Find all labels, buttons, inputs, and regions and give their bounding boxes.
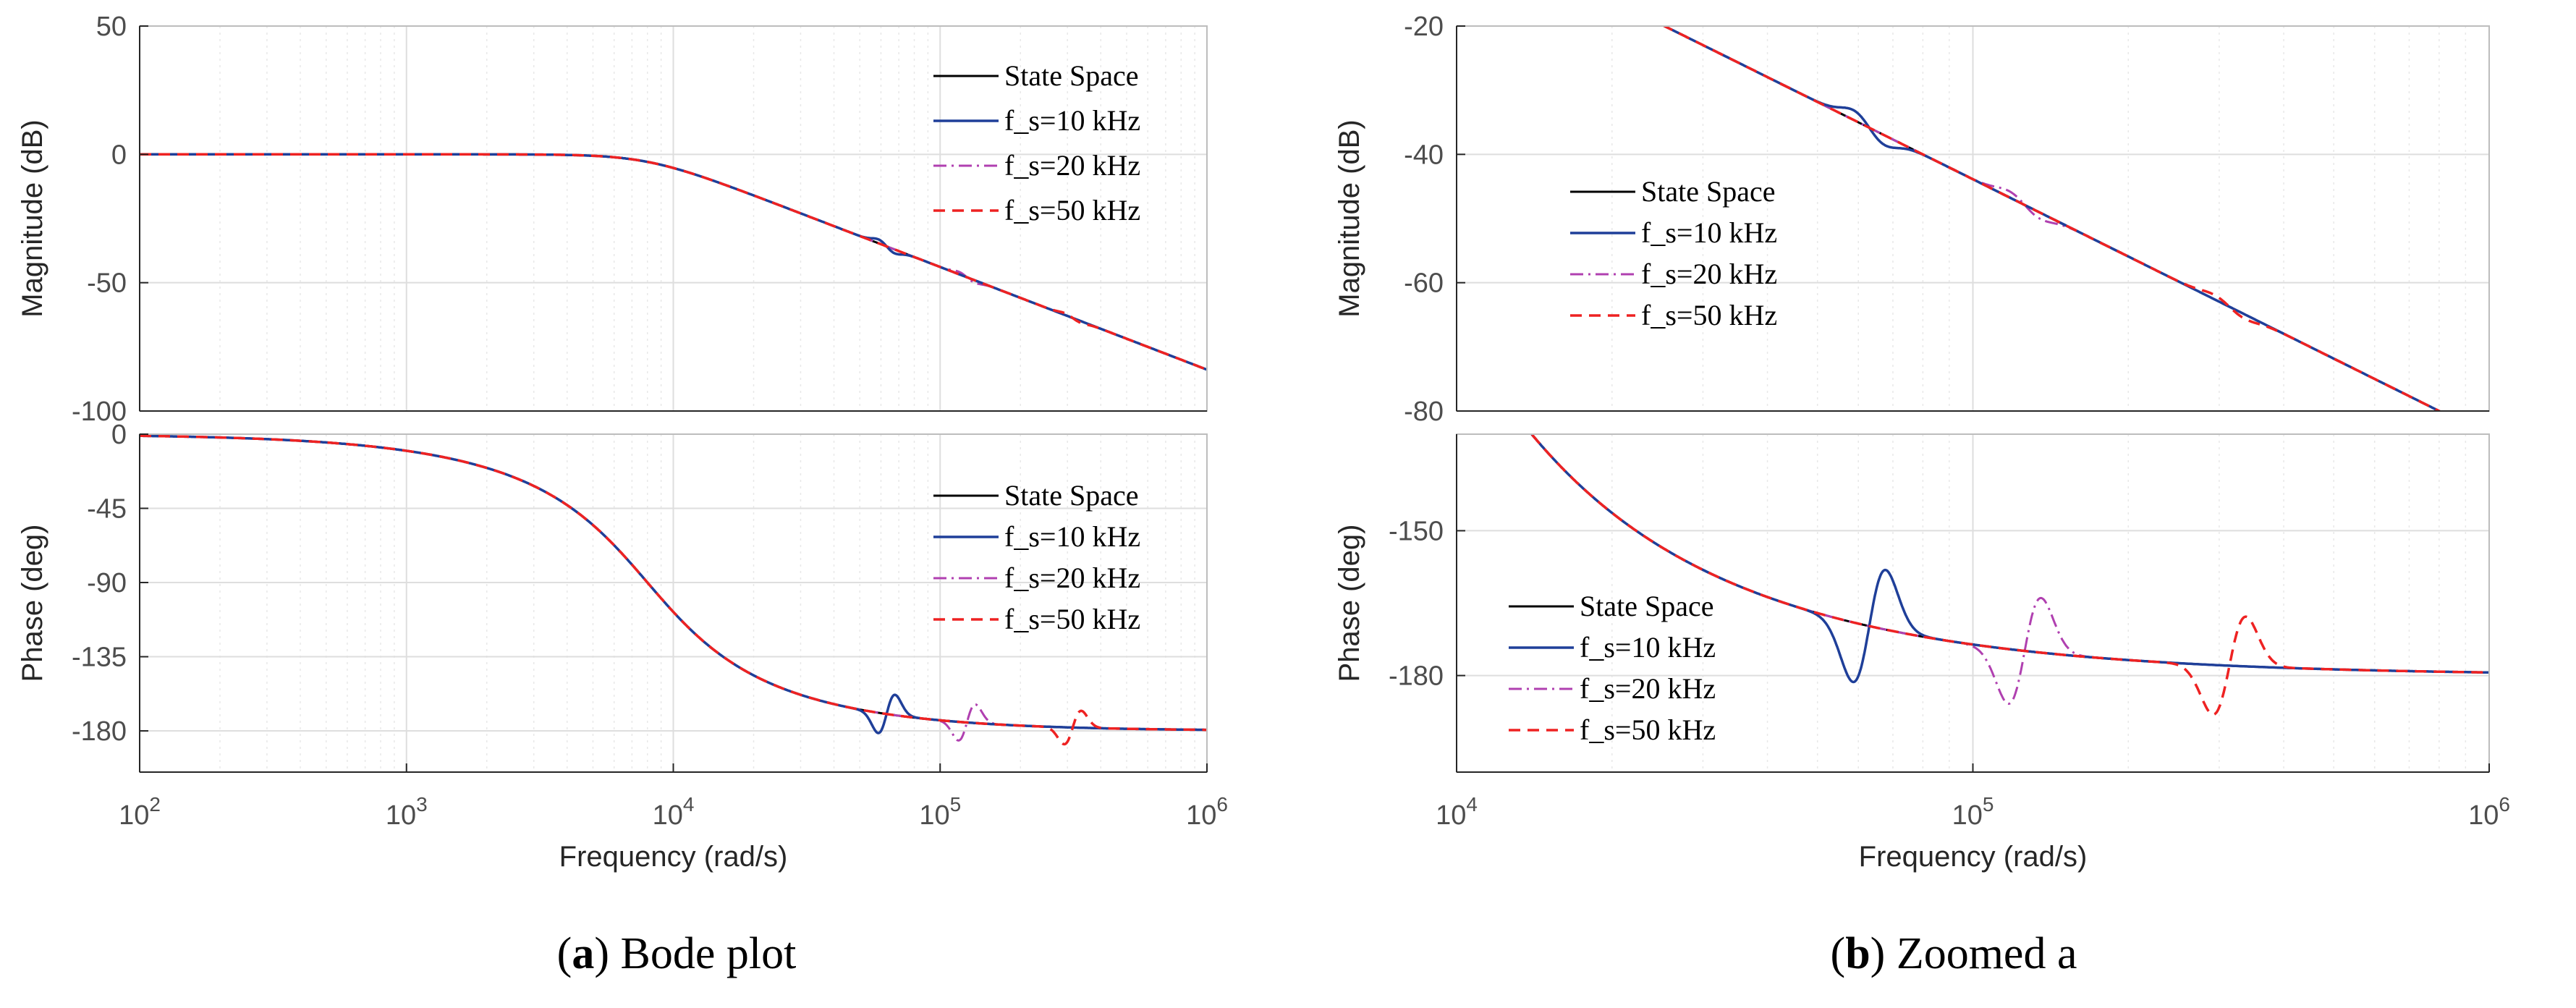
y-axis-label: Phase (deg) <box>1334 525 1365 682</box>
legend-entry: f_s=50 kHz <box>1004 603 1140 635</box>
caption-b-text: Zoomed a <box>1885 929 2077 978</box>
legend-entry: f_s=20 kHz <box>1004 149 1140 182</box>
legend-entry: State Space <box>1641 175 1776 208</box>
y-axis-label: Magnitude (dB) <box>1334 119 1365 317</box>
x-tick-label: 103 <box>386 793 428 831</box>
x-tick-label: 104 <box>1436 793 1478 831</box>
legend-entry: f_s=50 kHz <box>1580 713 1716 746</box>
x-axis-label: Frequency (rad/s) <box>559 841 788 873</box>
y-axis-label: Phase (deg) <box>17 525 48 682</box>
y-axis-label: Magnitude (dB) <box>17 119 48 317</box>
y-tick-label: 0 <box>111 420 127 450</box>
x-tick-label: 106 <box>2468 793 2510 831</box>
legend-entry: f_s=20 kHz <box>1580 672 1716 705</box>
legend: State Space f_s=10 kHz f_s=20 kHz f_s=50 kH… <box>933 479 1140 635</box>
y-tick-label: -60 <box>1404 268 1444 299</box>
panel-b-phase: -180 -150 104 105 106 Phase (deg) Frequency (r… <box>1334 433 2510 873</box>
y-tick-label: -90 <box>87 568 127 598</box>
legend-entry: f_s=50 kHz <box>1004 194 1140 226</box>
legend-entry: f_s=10 kHz <box>1004 520 1140 553</box>
x-tick-label: 105 <box>1952 793 1994 831</box>
legend: State Space f_s=10 kHz f_s=20 kHz f_s=50 kH… <box>1509 590 1716 746</box>
legend-entry: f_s=10 kHz <box>1004 104 1140 137</box>
y-tick-label: 50 <box>96 12 127 42</box>
legend-entry: f_s=20 kHz <box>1641 258 1777 290</box>
y-tick-label: -135 <box>72 643 127 673</box>
y-tick-label: -80 <box>1404 397 1444 427</box>
legend-entry: State Space <box>1004 59 1139 92</box>
legend-entry: State Space <box>1004 479 1139 512</box>
panel-a-magnitude: -100 -50 0 50 Magnitude (dB) State Space f_s=1… <box>17 12 1208 427</box>
y-tick-label: -180 <box>72 716 127 747</box>
panel-a-phase: -180 -135 -90 -45 0 102 103 104 105 106 Phase (deg… <box>17 420 1228 873</box>
legend: State Space f_s=10 kHz f_s=20 kHz f_s=50 kH… <box>1570 175 1777 331</box>
series-line-f-s-50-khz <box>1661 26 2442 411</box>
legend-entry: f_s=10 kHz <box>1641 216 1777 249</box>
x-tick-label: 106 <box>1186 793 1228 831</box>
legend-entry: f_s=50 kHz <box>1641 299 1777 331</box>
caption-a-text: Bode plot <box>609 929 796 978</box>
y-tick-label: -50 <box>87 268 127 299</box>
y-tick-label: -100 <box>72 397 127 427</box>
legend-entry: f_s=20 kHz <box>1004 562 1140 594</box>
y-tick-label: -150 <box>1389 516 1444 546</box>
legend-entry: State Space <box>1580 590 1714 622</box>
y-tick-label: -180 <box>1389 661 1444 692</box>
y-tick-label: -20 <box>1404 12 1444 42</box>
x-tick-label: 105 <box>919 793 961 831</box>
caption-a: (a) Bode plot <box>557 929 797 978</box>
x-tick-label: 102 <box>119 793 161 831</box>
caption-b: (b) Zoomed a <box>1831 929 2077 978</box>
series-line-f-s-50-khz <box>140 153 1207 371</box>
y-tick-label: 0 <box>111 140 127 170</box>
legend: State Space f_s=10 kHz f_s=20 kHz f_s=50 kH… <box>933 59 1140 226</box>
series-line-f-s-50-khz <box>1530 434 2489 716</box>
x-axis-label: Frequency (rad/s) <box>1859 841 2088 873</box>
series-line-f-s-50-khz <box>140 434 1207 746</box>
y-tick-label: -45 <box>87 494 127 525</box>
x-tick-label: 104 <box>653 793 695 831</box>
caption-a-label: a <box>572 929 594 978</box>
panel-b-magnitude: -80 -60 -40 -20 Magnitude (dB) State Space f_s… <box>1334 12 2490 427</box>
legend-entry: f_s=10 kHz <box>1580 631 1716 664</box>
caption-b-label: b <box>1845 929 1870 978</box>
y-tick-label: -40 <box>1404 140 1444 170</box>
